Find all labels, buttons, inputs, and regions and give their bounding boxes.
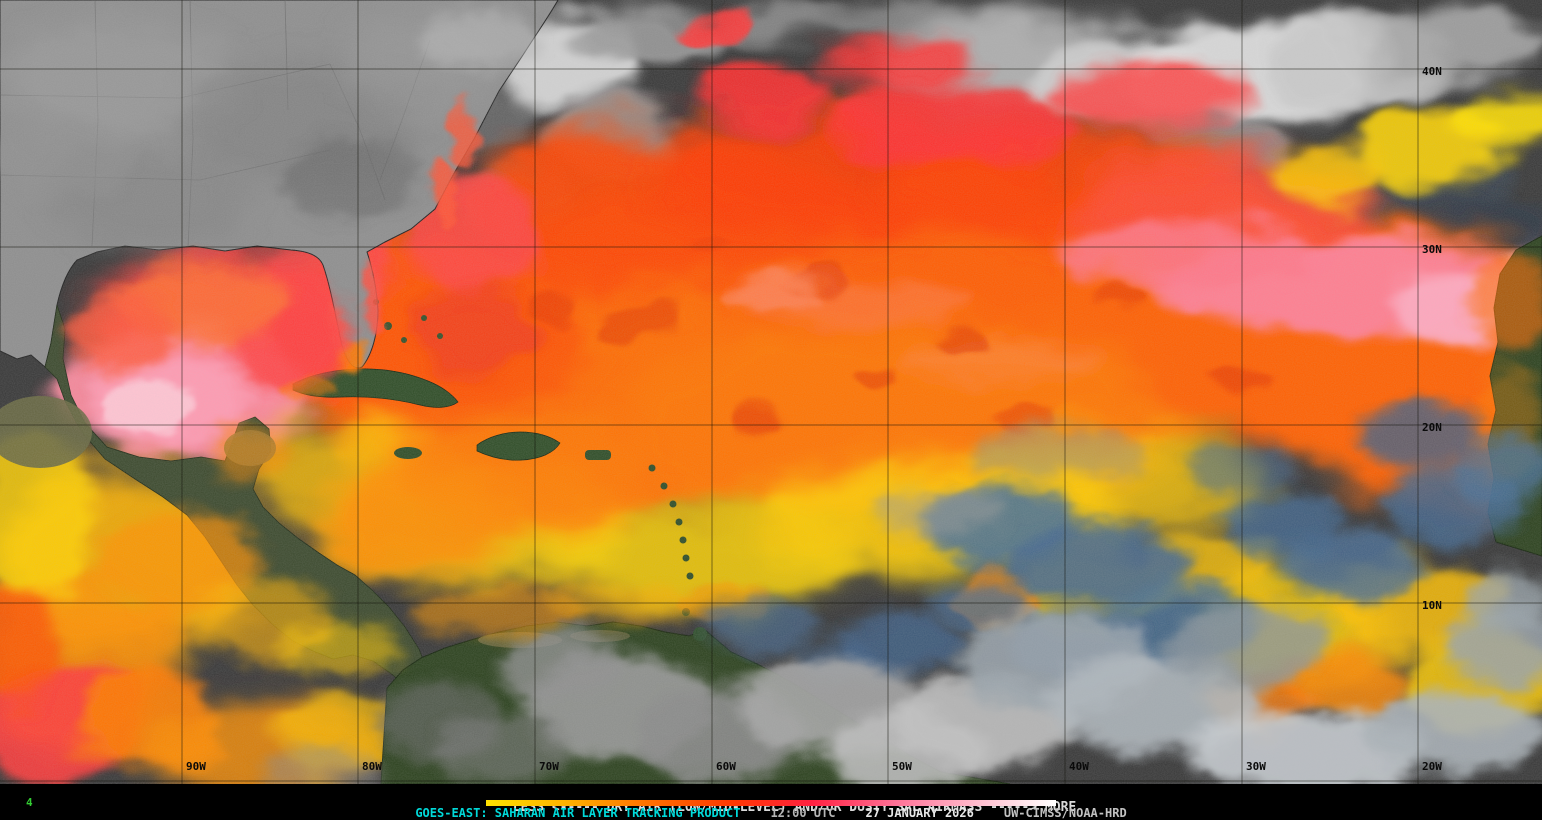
lon-label-80w: 80W [362,760,382,773]
lon-label-20w: 20W [1422,760,1442,773]
lon-label-50w: 50W [892,760,912,773]
lon-label-90w: 90W [186,760,206,773]
image-date: 27 JANUARY 2026 [865,806,974,820]
bottom-bar: LESS <----- DRY AIR (LOW/MID-LEVEL) AND/… [0,784,1542,820]
lon-label-40w: 40W [1069,760,1089,773]
product-title: GOES-EAST: SAHARAN AIR LAYER TRACKING PR… [415,806,741,820]
timestamp-utc: 12:00 UTC [770,806,836,820]
caption-row: GOES-EAST: SAHARAN AIR LAYER TRACKING PR… [0,806,1542,820]
sensor-noise-texture [0,0,1542,784]
frame-number: 4 [26,796,33,809]
lon-label-70w: 70W [539,760,559,773]
sal-colorbar [486,800,1056,806]
credit-text: UW-CIMSS/NOAA-HRD [1003,806,1127,820]
lat-label-20n: 20N [1422,421,1442,434]
lat-label-30n: 30N [1422,243,1442,256]
lon-label-30w: 30W [1246,760,1266,773]
lat-label-40n: 40N [1422,65,1442,78]
satellite-scene: 40N 30N 20N 10N 90W 80W 70W 60W 50W 40W … [0,0,1542,784]
lon-label-60w: 60W [716,760,736,773]
satellite-map: 40N 30N 20N 10N 90W 80W 70W 60W 50W 40W … [0,0,1542,784]
lat-label-10n: 10N [1422,599,1442,612]
latlon-grid: 40N 30N 20N 10N 90W 80W 70W 60W 50W 40W … [0,0,1542,784]
